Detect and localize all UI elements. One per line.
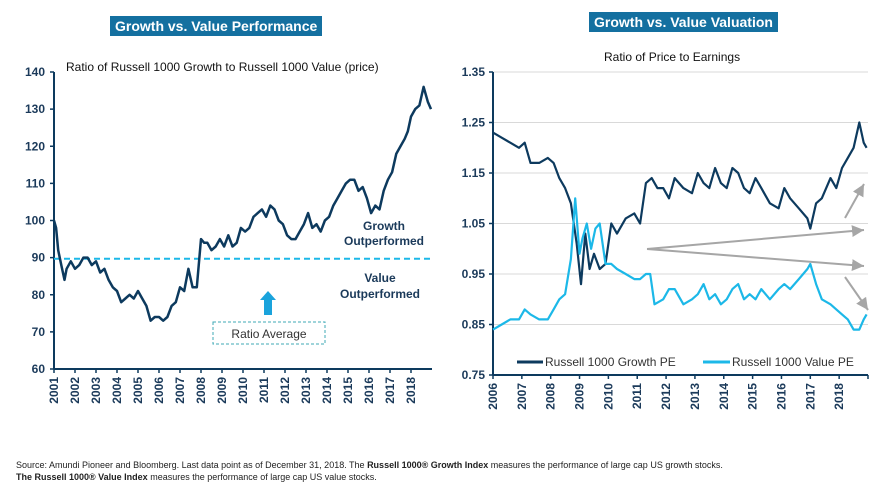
right-x-tick-label: 2018 (832, 383, 846, 410)
left-chart-header: Growth vs. Value Performance (110, 16, 323, 36)
right-x-tick-label: 2011 (630, 383, 644, 409)
left-x-tick-label: 2007 (173, 377, 187, 404)
left-x-tick-label: 2006 (152, 377, 166, 404)
right-y-tick-label: 0.75 (462, 368, 486, 382)
right-x-tick-label: 2010 (601, 383, 615, 410)
growth-up-arrow (844, 183, 865, 219)
left-x-tick-label: 2005 (131, 377, 145, 404)
value-outperformed-label: Value (364, 271, 396, 285)
right-x-tick-label: 2017 (803, 383, 817, 410)
right-x-tick-label: 2012 (659, 383, 673, 410)
right-x-tick-label: 2008 (544, 383, 558, 410)
left-x-tick-label: 2010 (236, 377, 250, 404)
right-y-tick-label: 1.35 (462, 65, 486, 79)
right-x-tick-label: 2015 (746, 383, 760, 410)
right-y-tick-label: 1.05 (462, 217, 486, 231)
left-y-tick-label: 70 (32, 325, 46, 339)
value-outperformed-label: Outperformed (340, 287, 420, 301)
left-x-tick-label: 2004 (110, 377, 124, 404)
left-x-tick-label: 2008 (194, 377, 208, 404)
right-y-tick-label: 1.25 (462, 116, 486, 130)
right-x-tick-label: 2016 (774, 383, 788, 410)
right-y-tick-label: 1.15 (462, 166, 486, 180)
left-x-tick-label: 2011 (257, 377, 271, 403)
left-y-tick-label: 120 (25, 139, 45, 153)
right-x-tick-label: 2013 (688, 383, 702, 410)
left-x-tick-label: 2017 (383, 377, 397, 404)
growth-pe-line (492, 121, 868, 286)
footnote-value-desc: measures the performance of large cap US… (147, 472, 377, 482)
legend-growth-label: Russell 1000 Growth PE (545, 355, 676, 369)
left-y-tick-label: 140 (25, 65, 45, 79)
right-x-tick-label: 2006 (486, 383, 500, 410)
footnote-value-index: The Russell 1000® Value Index (16, 472, 148, 482)
left-x-tick-label: 2016 (362, 377, 376, 404)
up-arrow-icon (260, 291, 276, 315)
legend-value-label: Russell 1000 Value PE (732, 355, 854, 369)
footnote-growth-desc: measures the performance of large cap US… (488, 460, 723, 470)
footnote-source: Source: Amundi Pioneer and Bloomberg. La… (16, 460, 368, 470)
value-down-arrow (844, 276, 869, 311)
left-x-tick-label: 2012 (278, 377, 292, 404)
left-x-tick-label: 2001 (47, 377, 61, 404)
footnote-growth-index: Russell 1000® Growth Index (367, 460, 489, 470)
left-y-tick-label: 60 (32, 362, 46, 376)
left-x-tick-label: 2003 (89, 377, 103, 404)
growth-outperformed-label: Outperformed (344, 234, 424, 248)
right-x-tick-label: 2007 (515, 383, 529, 410)
left-chart-title: Ratio of Russell 1000 Growth to Russell … (66, 60, 379, 74)
footnote: Source: Amundi Pioneer and Bloomberg. La… (16, 459, 723, 483)
left-x-tick-label: 2015 (341, 377, 355, 404)
left-y-tick-label: 110 (26, 176, 46, 190)
ratio-average-label: Ratio Average (231, 327, 306, 341)
left-x-tick-label: 2014 (320, 377, 334, 404)
left-x-tick-label: 2002 (68, 377, 82, 404)
ratio-average-box (212, 321, 326, 345)
left-x-tick-label: 2013 (299, 377, 313, 404)
value-converging-arrow (646, 248, 865, 272)
right-x-tick-label: 2014 (717, 383, 731, 410)
right-y-tick-label: 0.95 (462, 267, 486, 281)
growth-converging-arrow (646, 225, 865, 250)
left-y-tick-label: 130 (25, 102, 45, 116)
right-x-tick-label: 2009 (573, 383, 587, 410)
right-chart-header: Growth vs. Value Valuation (589, 12, 778, 32)
left-x-tick-label: 2009 (215, 377, 229, 404)
left-x-tick-label: 2018 (404, 377, 418, 404)
left-y-tick-label: 80 (32, 288, 46, 302)
right-y-tick-label: 0.85 (462, 318, 486, 332)
left-y-tick-label: 100 (25, 214, 45, 228)
growth-outperformed-label: Growth (363, 219, 405, 233)
ratio-series-line (52, 85, 433, 322)
right-chart-title: Ratio of Price to Earnings (604, 50, 741, 64)
left-y-tick-label: 90 (32, 251, 46, 265)
value-pe-line (492, 197, 868, 331)
